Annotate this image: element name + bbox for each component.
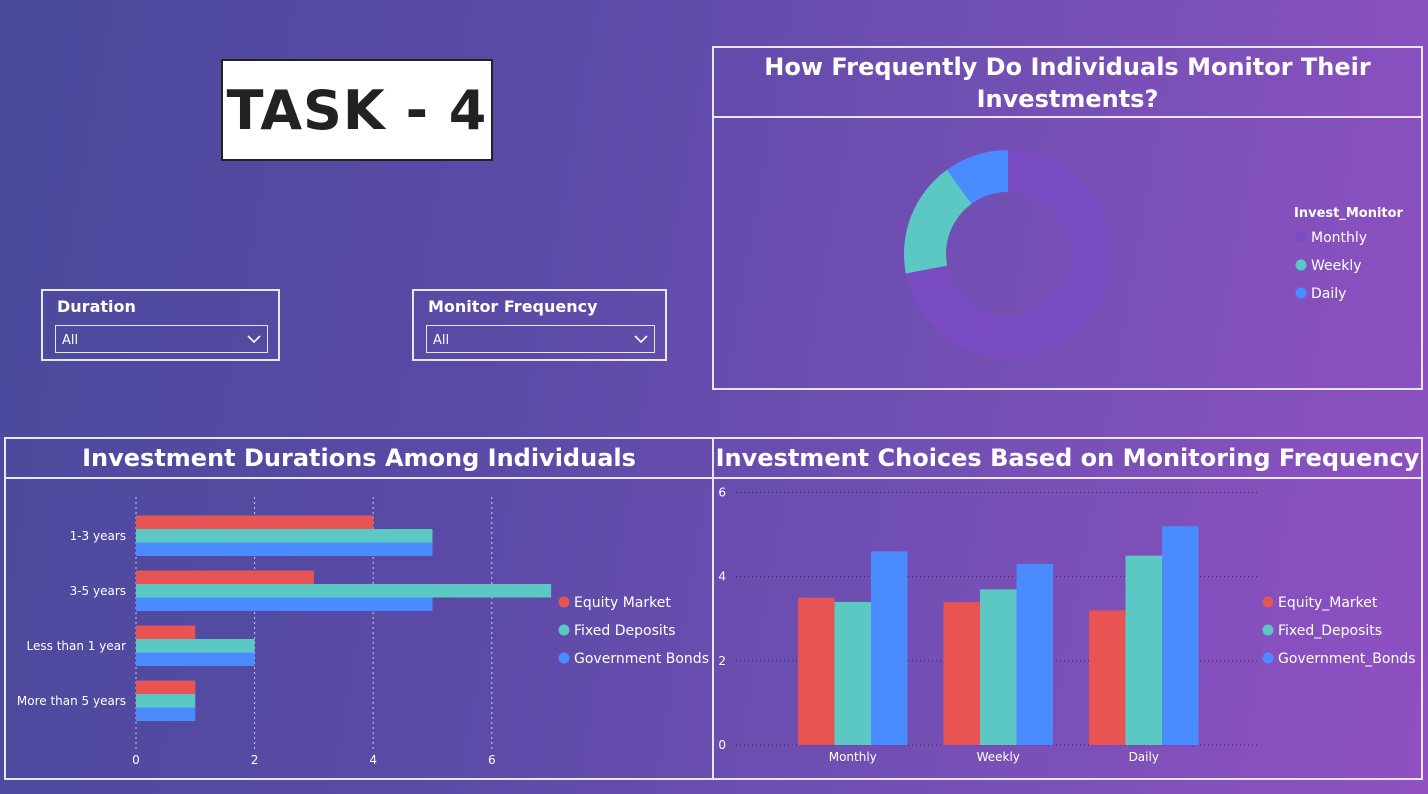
hbar-bar-equity-market [136,680,196,694]
hbar-bar-government-bonds [136,542,433,556]
duration-slicer: Duration All [41,289,280,361]
vbar-y-tick-label: 6 [718,486,726,500]
duration-dropdown[interactable]: All [55,325,268,353]
donut-panel-title-line1: How Frequently Do Individuals Monitor Th… [764,53,1371,81]
vbar-legend-label: Government_Bonds [1278,651,1416,667]
hbar-category-label: More than 5 years [17,694,126,708]
hbar-bar-government-bonds [136,707,196,721]
hbar-category-label: 1-3 years [70,529,126,543]
choices-bar-chart: 0 2 4 6 Monthly Weekly Daily Equity_Market Fixed… [718,486,1416,764]
donut-legend-label-daily: Daily [1311,286,1346,302]
monitor-frequency-slicer: Monitor Frequency All [412,289,667,361]
hbar-legend-label: Equity Market [574,595,671,611]
vbar-bar-government-bonds [871,551,908,745]
vbar-category-label: Weekly [977,750,1020,764]
durations-bar-chart: 0 2 4 6 1-3 years 3-5 years Less than 1 year Mo… [17,497,709,767]
hbar-x-tick-label: 2 [251,753,259,767]
vbar-y-tick-label: 4 [718,570,726,584]
donut-legend-title: Invest_Monitor [1294,206,1404,221]
investment-choices-panel: Investment Choices Based on Monitoring F… [712,437,1423,780]
vbar-category-label: Monthly [829,750,877,764]
monitor-frequency-dropdown-value: All [433,333,450,348]
hbar-bar-government-bonds [136,652,255,666]
vbar-bar-equity-market [798,597,835,745]
donut-legend-label-weekly: Weekly [1311,258,1362,274]
vbar-y-tick-label: 2 [718,654,726,668]
hbar-bar-equity-market [136,570,314,584]
monitor-frequency-slicer-label: Monitor Frequency [428,297,598,316]
hbar-legend-marker [558,596,570,608]
page-title: TASK - 4 [226,78,488,142]
vbar-legend-marker [1262,624,1274,636]
vbar-bar-equity-market [943,601,980,745]
donut-panel-title: How Frequently Do Individuals Monitor Th… [714,48,1421,118]
duration-slicer-label: Duration [57,297,136,316]
vbar-bar-government-bonds [1162,526,1199,745]
hbar-bar-fixed-deposits [136,529,433,543]
page-title-box: TASK - 4 [221,59,493,161]
vbar-bar-fixed-deposits [834,601,871,745]
vbar-legend-marker [1262,652,1274,664]
duration-dropdown-value: All [62,333,79,348]
donut-slice-weekly [904,169,972,274]
investment-durations-panel: Investment Durations Among Individuals 0… [4,437,714,780]
vbar-category-label: Daily [1129,750,1159,764]
donut-chart: Invest_Monitor Monthly Weekly Daily [904,150,1404,358]
choices-panel-title: Investment Choices Based on Monitoring F… [714,439,1421,479]
vbar-legend-label: Fixed_Deposits [1278,623,1382,639]
hbar-bar-equity-market [136,625,196,639]
durations-panel-title: Investment Durations Among Individuals [6,439,712,479]
donut-legend-label-monthly: Monthly [1311,230,1367,246]
hbar-x-tick-label: 6 [488,753,496,767]
vbar-legend-label: Equity_Market [1278,595,1378,611]
monitor-frequency-donut-panel: How Frequently Do Individuals Monitor Th… [712,46,1423,390]
vbar-bar-government-bonds [1016,564,1053,745]
hbar-bar-government-bonds [136,597,433,611]
hbar-x-tick-label: 4 [369,753,377,767]
donut-legend-marker-monthly [1295,231,1307,243]
hbar-legend-label: Government Bonds [574,651,709,667]
monitor-frequency-dropdown[interactable]: All [426,325,655,353]
donut-panel-title-line2: Investments? [976,85,1159,113]
hbar-category-label: Less than 1 year [27,639,127,653]
chevron-down-icon [247,335,261,344]
vbar-bar-fixed-deposits [980,589,1017,745]
donut-legend-marker-weekly [1295,259,1307,271]
vbar-legend-marker [1262,596,1274,608]
hbar-legend-marker [558,624,570,636]
donut-slice-monthly [905,150,1112,358]
hbar-legend-marker [558,652,570,664]
donut-slice-daily [946,150,1008,204]
vbar-bar-equity-market [1089,610,1126,745]
hbar-category-label: 3-5 years [70,584,126,598]
vbar-bar-fixed-deposits [1125,555,1162,745]
vbar-y-tick-label: 0 [718,738,726,752]
donut-legend-marker-daily [1295,287,1307,299]
hbar-x-tick-label: 0 [132,753,140,767]
hbar-bar-equity-market [136,515,374,529]
hbar-bar-fixed-deposits [136,584,552,598]
hbar-legend-label: Fixed Deposits [574,623,676,639]
chevron-down-icon [634,335,648,344]
hbar-bar-fixed-deposits [136,694,196,708]
hbar-bar-fixed-deposits [136,639,255,653]
